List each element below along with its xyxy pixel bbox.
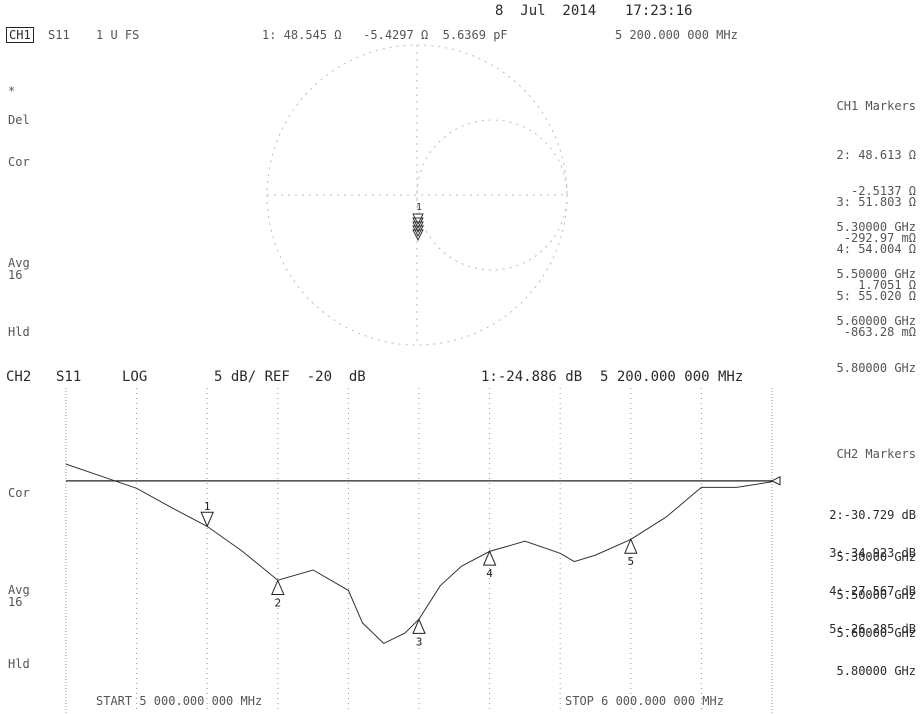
marker-label: 1 xyxy=(204,500,211,513)
marker-label: 2 xyxy=(274,596,281,609)
reference-marker-icon xyxy=(772,477,780,485)
marker-label: 3 xyxy=(416,635,423,648)
ch2-marker-symbols: 1 2 3 4 5 xyxy=(201,500,637,648)
marker-label: 4 xyxy=(486,567,493,580)
marker-label: 5 xyxy=(627,555,634,568)
smith-outer-circle xyxy=(267,45,567,345)
ch2-grid xyxy=(66,388,780,713)
ch1-smith-chart xyxy=(267,45,567,345)
marker-triangle xyxy=(272,580,284,594)
ch1-marker-cluster: 1 xyxy=(413,202,423,240)
ch1-marker-label: 1 xyxy=(416,202,422,213)
marker-triangle xyxy=(413,619,425,633)
